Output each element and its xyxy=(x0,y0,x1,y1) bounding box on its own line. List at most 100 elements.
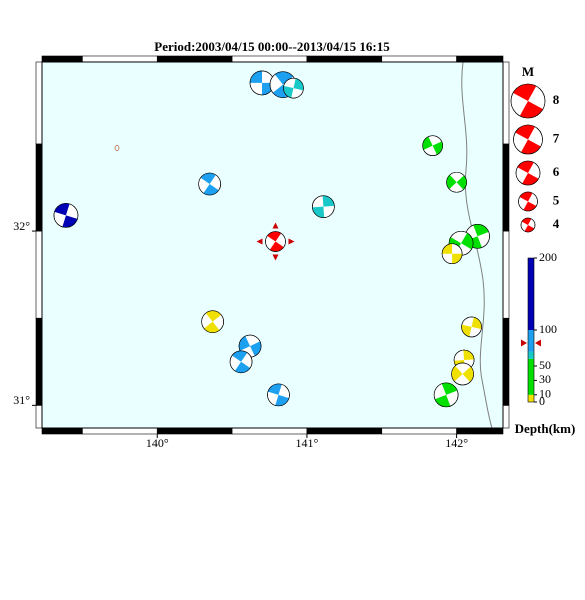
ball-lobe xyxy=(312,206,325,218)
ball-lobe xyxy=(517,161,534,173)
ball-lobe xyxy=(283,85,294,98)
ball-lobe xyxy=(422,136,433,150)
ball-edge xyxy=(201,310,224,333)
ball-lobe xyxy=(513,84,537,101)
x-tick-label: 142° xyxy=(445,436,468,450)
focal-mechanism xyxy=(283,77,304,99)
latest-marker xyxy=(256,238,263,245)
colorbar-band xyxy=(528,351,534,359)
focal-mechanism xyxy=(441,243,463,265)
legend-label: 6 xyxy=(553,164,560,179)
x-tick-label: 140° xyxy=(146,436,169,450)
ball-lobe xyxy=(274,71,294,85)
frame-band xyxy=(35,143,43,232)
legend-title: M xyxy=(522,64,534,79)
ball-lobe xyxy=(519,101,543,118)
frame-band xyxy=(156,427,233,435)
ball-lobe xyxy=(432,141,443,155)
ball-edge xyxy=(53,203,79,228)
focal-mechanism xyxy=(433,382,459,408)
x-tick-label: 141° xyxy=(296,436,319,450)
ball-lobe xyxy=(442,243,453,254)
ball-lobe xyxy=(322,195,335,207)
ball-lobe xyxy=(523,201,537,212)
ball-lobe xyxy=(473,224,489,237)
frame-band xyxy=(502,405,510,429)
focal-mechanism xyxy=(312,195,335,218)
ball-lobe xyxy=(452,253,463,264)
legend-ball xyxy=(520,217,536,233)
ball-edge xyxy=(312,195,335,218)
ball-lobe xyxy=(200,173,216,184)
y-tick-label: 32° xyxy=(13,219,30,233)
ball-edge xyxy=(510,83,546,119)
ball-edge xyxy=(513,124,543,155)
focal-mechanism xyxy=(238,334,262,358)
frame-band xyxy=(35,230,43,319)
latest-marker xyxy=(288,238,295,245)
legend-label: 5 xyxy=(553,192,560,207)
ball-edge xyxy=(520,217,536,233)
colorbar-tick-label: 50 xyxy=(539,358,551,372)
frame-band xyxy=(35,405,43,429)
ball-edge xyxy=(446,171,467,193)
frame-band xyxy=(502,61,510,145)
colorbar-band xyxy=(528,358,534,395)
ball-lobe xyxy=(461,232,474,250)
ball-edge xyxy=(283,77,304,99)
legend-label: 8 xyxy=(553,92,560,107)
ball-lobe xyxy=(521,139,541,155)
ball-lobe xyxy=(231,350,248,362)
colorbar-band xyxy=(528,258,534,330)
frame-band xyxy=(41,55,83,63)
frame-band xyxy=(35,317,43,406)
focal-mechanism xyxy=(198,172,221,196)
frame-band xyxy=(502,317,510,406)
frame-band xyxy=(306,427,383,435)
ball-lobe xyxy=(441,382,458,395)
frame-band xyxy=(502,143,510,232)
ball-lobe xyxy=(203,184,219,196)
ball-edge xyxy=(422,135,443,156)
ball-lobe xyxy=(204,321,220,333)
ball-edge xyxy=(433,382,459,408)
focal-mechanism xyxy=(446,171,467,193)
colorbar-label: Depth(km) xyxy=(515,421,576,436)
legend-label: 4 xyxy=(553,216,560,231)
ball-edge xyxy=(198,172,221,196)
ball-edge xyxy=(518,191,538,212)
frame-band xyxy=(82,427,158,435)
ball-lobe xyxy=(515,124,535,140)
ball-lobe xyxy=(234,361,251,373)
frame-band xyxy=(381,55,457,63)
ball-lobe xyxy=(462,366,474,383)
colorbar-tick-label: 10 xyxy=(539,387,551,401)
latest-marker xyxy=(272,222,279,229)
ball-edge xyxy=(267,383,290,407)
colorbar-tick-label: 0 xyxy=(539,394,545,408)
frame xyxy=(41,61,504,429)
focal-mechanism xyxy=(229,350,253,374)
ball-lobe xyxy=(461,324,472,337)
focal-mechanism xyxy=(451,362,474,386)
colorbar-band xyxy=(528,330,534,352)
frame-band xyxy=(231,55,308,63)
ball-lobe xyxy=(463,350,475,361)
ball-lobe xyxy=(456,175,467,190)
focal-mechanism xyxy=(53,203,79,228)
frame-band xyxy=(456,55,504,63)
frame-band xyxy=(456,427,504,435)
colorbar-tick-label: 100 xyxy=(539,322,557,336)
ball-lobe xyxy=(205,310,222,322)
ball-lobe xyxy=(434,394,451,407)
focal-mechanism xyxy=(461,316,482,338)
legend-ball xyxy=(515,160,541,186)
ball-edge xyxy=(441,243,463,265)
ball-lobe xyxy=(239,336,251,351)
ball-edge xyxy=(515,160,541,186)
ball-lobe xyxy=(250,70,263,83)
ball-lobe xyxy=(519,191,533,202)
depth-marker xyxy=(521,339,541,347)
